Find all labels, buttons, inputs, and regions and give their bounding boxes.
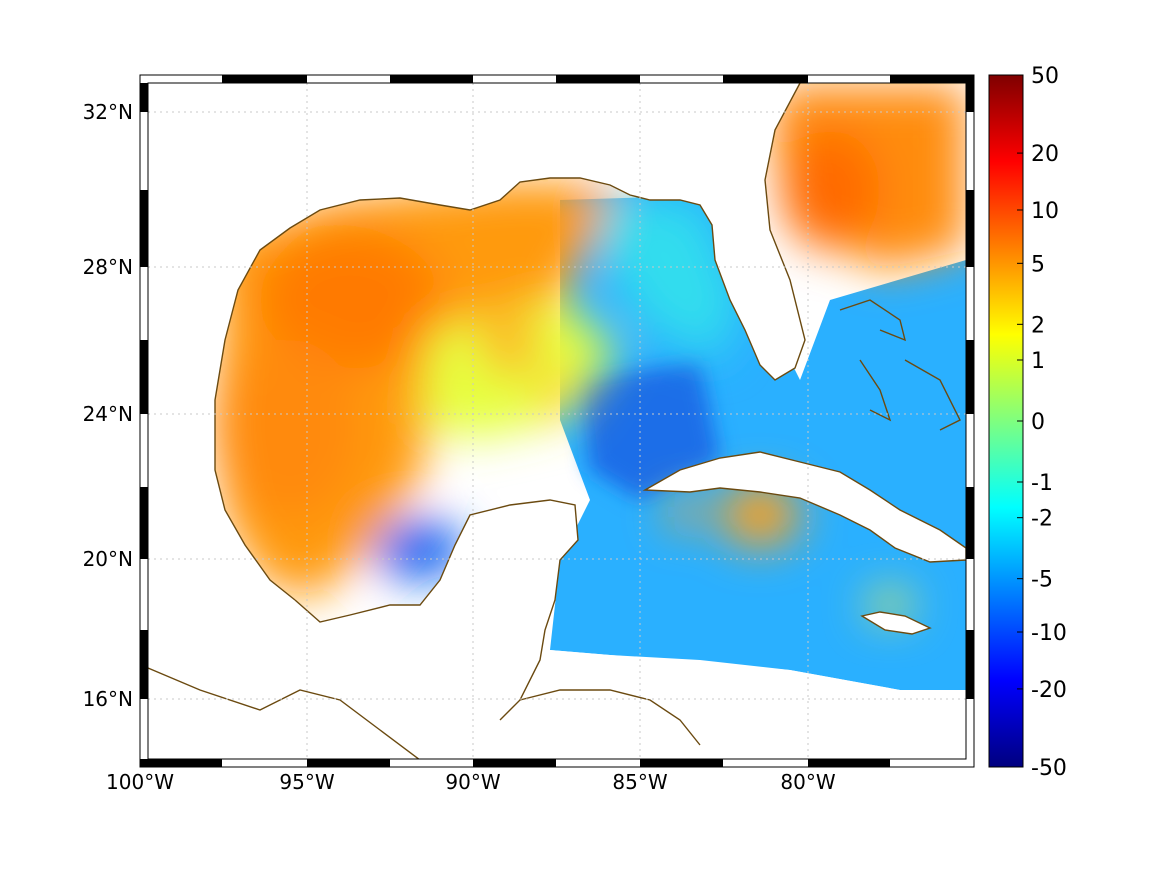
lon-tick-labels: 100°W 95°W 90°W 85°W 80°W [106,770,836,794]
us-land [148,83,800,600]
colorbar-tick-label: -10 [1031,621,1067,646]
colorbar-tick-label: 1 [1031,349,1045,374]
jamaica-coastline [860,611,932,635]
graticule [148,83,966,759]
colorbar-tick-label: 0 [1031,410,1045,435]
colorbar-tick-label: 10 [1031,199,1059,224]
lat-tick-labels: 32°N 28°N 24°N 20°N 16°N [83,100,133,711]
lon-tick-label: 85°W [612,770,667,794]
colorbar-tick-label: 2 [1031,313,1045,338]
colorbar-tick-label: -2 [1031,507,1053,532]
coastlines [148,83,966,759]
isle-warm-patch [669,496,701,528]
lon-tick-label: 90°W [445,770,500,794]
colorbar-tick-label: 20 [1031,142,1059,167]
colorbar-tick-label: 5 [1031,252,1045,277]
cuba-land [645,452,966,562]
honduras-coastline [519,689,701,746]
florida-land [712,83,805,380]
lat-tick-label: 20°N [83,547,133,571]
cyan-florida-strip [600,200,740,360]
mexico-yucatan-land [148,500,966,759]
warm-core-center [260,230,440,370]
lon-tick-label: 100°W [106,770,174,794]
colorbar-tick-label: -5 [1031,568,1053,593]
yucatan-coastline [294,499,579,721]
atlantic-warm-core [780,130,880,250]
colorbar-tick-label: -20 [1031,678,1067,703]
central-america-coastline [148,667,420,759]
cuba-coastline [642,451,966,563]
warm-core-south [220,340,360,520]
cuba-warm-patch [720,483,800,547]
campeche-cool-patch [375,520,465,580]
lat-tick-label: 24°N [83,402,133,426]
lat-tick-label: 32°N [83,100,133,124]
anomaly-field [148,83,966,759]
north-gulf-coastline [214,83,806,601]
colorbar-tick-label: -50 [1031,756,1067,781]
colorbar-tick-label: 50 [1031,64,1059,89]
eddy-east [535,373,585,417]
deep-blue-gulf-center [580,360,720,500]
bahamas-coastline [839,299,961,431]
lon-tick-label: 95°W [279,770,334,794]
lon-tick-label: 80°W [780,770,835,794]
lat-tick-label: 16°N [83,687,133,711]
eddy-north-central [480,317,540,373]
land-mask [148,83,966,759]
map-frame [139,74,975,768]
colorbar-tick-label: -1 [1031,471,1053,496]
lat-tick-label: 28°N [83,255,133,279]
jamaica-land [862,612,930,634]
